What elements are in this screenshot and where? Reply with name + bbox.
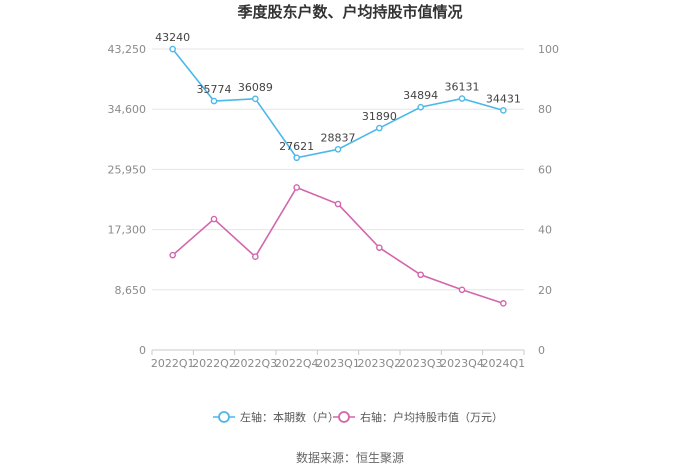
data-point [458,95,466,102]
x-tick-label: 2023Q1 [316,357,360,370]
data-point [500,300,507,307]
left-tick-label: 25,950 [108,163,147,176]
x-tick-label: 2024Q1 [482,357,526,370]
data-point [169,45,176,53]
legend-label: 左轴：本期数（户） [240,410,339,424]
data-point [376,124,383,132]
legend-marker [218,411,230,423]
right-tick-label: 100 [538,43,559,56]
right-tick-label: 80 [538,103,552,116]
data-point [376,244,383,251]
data-point [417,103,424,111]
x-tick-label: 2023Q3 [399,357,443,370]
data-point [252,95,259,103]
grid [152,48,524,351]
x-tick-label: 2023Q2 [358,357,402,370]
right-tick-label: 40 [538,224,552,237]
data-label: 35774 [197,83,232,96]
left-tick-label: 17,300 [108,224,147,237]
data-label: 34894 [403,89,438,102]
data-label: 43240 [155,31,190,44]
x-tick-label: 2022Q1 [151,357,195,370]
data-point [334,200,342,208]
series-layer: 43240 35774 36089 27621 28837 31890 34894 36131… [155,31,521,307]
data-point [252,253,259,260]
data-point [210,97,218,105]
data-label: 36131 [445,81,480,94]
x-tick-label: 2022Q3 [234,357,278,370]
data-label: 31890 [362,110,397,123]
data-point [500,107,507,114]
data-point [334,146,342,153]
data-label: 36089 [238,81,273,94]
left-tick-label: 8,650 [115,284,147,297]
left-tick-label: 34,600 [108,103,147,116]
data-point [458,286,466,294]
data-point [210,215,218,223]
chart-title: 季度股东户数、户均持股市值情况 [237,3,462,21]
right-axis: 0 20 40 60 80 100 [538,43,559,357]
data-point [169,251,176,259]
data-point [293,154,300,162]
x-tick-label: 2022Q4 [275,357,319,370]
right-tick-label: 0 [538,344,545,357]
x-tick-label: 2022Q2 [192,357,236,370]
data-label: 28837 [321,131,356,144]
data-point [417,271,424,279]
legend-label: 右轴：户均持股市值（万元） [360,410,503,424]
left-tick-label: 43,250 [108,43,147,56]
data-label: 27621 [279,140,314,153]
data-point [293,184,300,191]
right-tick-label: 20 [538,284,552,297]
left-axis: 0 8,650 17,300 25,950 34,600 43,250 [108,43,147,357]
left-tick-label: 0 [139,344,146,357]
source-note: 数据来源：恒生聚源 [296,450,404,465]
x-axis: 2022Q12022Q22022Q32022Q42023Q12023Q22023… [151,350,525,370]
data-label: 34431 [486,92,521,105]
x-tick-label: 2023Q4 [440,357,484,370]
right-tick-label: 60 [538,163,552,176]
legend: 左轴：本期数（户） 右轴：户均持股市值（万元） [213,410,503,424]
legend-marker [338,411,350,423]
